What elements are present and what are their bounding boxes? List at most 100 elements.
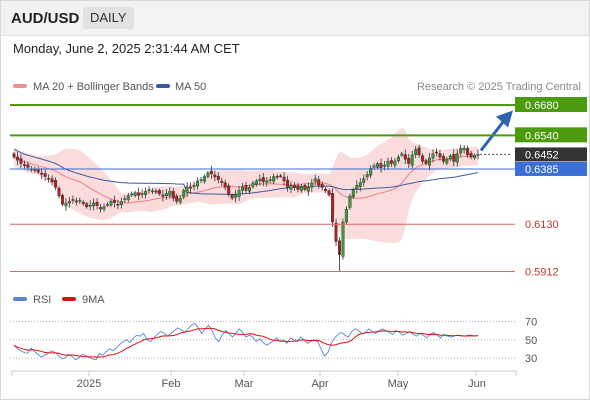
candle xyxy=(275,174,279,180)
candle-body xyxy=(43,173,47,177)
candle xyxy=(199,176,203,183)
candle xyxy=(116,199,120,210)
candle-body xyxy=(50,178,54,183)
candle-body xyxy=(168,191,172,196)
candle xyxy=(448,154,452,162)
candle-body xyxy=(299,186,303,191)
candle xyxy=(137,187,141,201)
candle-body xyxy=(133,192,137,196)
candle xyxy=(341,218,345,260)
candle xyxy=(247,184,251,195)
candle xyxy=(293,181,297,191)
candle xyxy=(220,177,224,186)
level-support: 0.6130 xyxy=(10,219,559,231)
candle xyxy=(150,187,154,195)
candle-body xyxy=(441,155,445,162)
candle xyxy=(12,151,16,159)
period-button[interactable]: DAILY xyxy=(83,7,134,29)
candle-body xyxy=(137,192,141,196)
candle-body xyxy=(400,153,404,156)
resistance-label-box xyxy=(515,127,587,143)
candle-body xyxy=(192,184,196,187)
candle xyxy=(185,182,189,198)
candle-body xyxy=(417,147,421,156)
candle-body xyxy=(95,201,99,206)
candle-body xyxy=(178,197,182,203)
candle-body xyxy=(19,158,23,164)
candle xyxy=(306,182,310,197)
candle-body xyxy=(324,188,328,191)
candle xyxy=(230,193,234,201)
ma50-legend-label: MA 50 xyxy=(175,81,206,93)
candle-body xyxy=(147,189,151,191)
candle xyxy=(351,187,355,199)
candle-body xyxy=(157,190,161,195)
candle-body xyxy=(105,204,109,206)
candle-body xyxy=(414,149,418,155)
candle xyxy=(469,150,473,160)
candle xyxy=(407,153,411,168)
candle-body xyxy=(313,178,317,182)
candle xyxy=(417,144,421,158)
candle-body xyxy=(16,156,20,161)
candle-body xyxy=(64,202,68,207)
candle xyxy=(393,158,397,169)
rsi-ma-legend-swatch xyxy=(62,297,76,301)
candle-body xyxy=(445,158,449,164)
candle xyxy=(112,195,116,208)
candle xyxy=(400,151,404,158)
candle-body xyxy=(71,199,75,201)
pivot-label-box xyxy=(515,161,587,176)
candle-body xyxy=(459,148,463,154)
candle xyxy=(40,168,44,180)
candle-body xyxy=(306,187,310,192)
candle-body xyxy=(407,158,411,164)
candle xyxy=(299,183,303,193)
rsi-level-label: 30 xyxy=(525,353,537,365)
candle-body xyxy=(189,186,193,189)
candle xyxy=(310,178,314,192)
candle-body xyxy=(310,182,314,188)
candle-body xyxy=(234,194,238,198)
candle-body xyxy=(144,191,148,196)
candle xyxy=(133,190,137,198)
candle xyxy=(376,161,380,170)
candle-body xyxy=(199,179,203,181)
candle xyxy=(213,170,217,182)
candle-body xyxy=(473,155,477,159)
candle xyxy=(313,174,317,186)
candle xyxy=(50,175,54,186)
candle-body xyxy=(438,153,442,158)
support-label: 0.6130 xyxy=(525,219,559,231)
candle-body xyxy=(334,222,338,242)
candle-body xyxy=(431,153,435,159)
candle xyxy=(251,180,255,189)
candle-body xyxy=(126,195,130,200)
candle xyxy=(282,172,286,186)
candle xyxy=(459,144,463,157)
candle xyxy=(175,193,179,205)
resistance-label: 0.6680 xyxy=(525,100,559,112)
candle xyxy=(462,144,466,154)
candle-body xyxy=(434,151,438,154)
candle-body xyxy=(265,180,269,183)
candle-body xyxy=(455,153,459,163)
candle-body xyxy=(40,172,44,175)
candle-body xyxy=(452,153,456,162)
candle xyxy=(22,160,26,170)
candle-body xyxy=(123,198,127,200)
candle-body xyxy=(261,177,265,182)
candle-body xyxy=(57,187,61,197)
time-label: May xyxy=(388,378,409,390)
time-axis: 2025 Feb Mar Apr May Jun xyxy=(11,371,517,390)
candle xyxy=(109,199,113,207)
candle-body xyxy=(61,194,65,205)
candle-body xyxy=(161,194,165,197)
candle-body xyxy=(393,160,397,166)
candle-body xyxy=(351,189,355,198)
candle xyxy=(237,185,241,201)
candle xyxy=(209,165,213,179)
candle xyxy=(61,193,65,207)
candle xyxy=(192,181,196,191)
